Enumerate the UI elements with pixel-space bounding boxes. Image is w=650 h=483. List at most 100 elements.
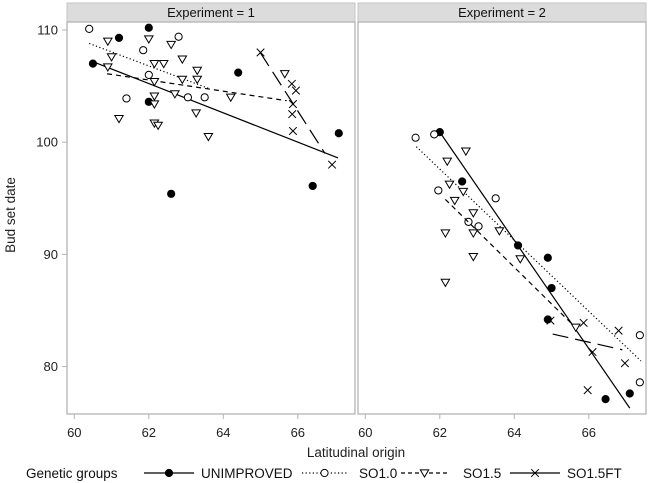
data-point-so1-0 [635, 378, 644, 387]
series-so1-0 [411, 130, 644, 387]
y-tick-label: 80 [44, 359, 58, 374]
x-tick-label: 64 [507, 425, 521, 440]
fit-line-so1-0 [415, 146, 642, 362]
fit-line-so1-5ft [259, 52, 326, 154]
x-tick-label: 62 [433, 425, 447, 440]
legend-marker-so1-0 [320, 468, 329, 478]
data-point-so1-5 [177, 75, 188, 85]
data-point-so1-0 [122, 94, 131, 103]
data-point-unimproved [234, 68, 243, 77]
data-point-so1-5 [153, 121, 164, 131]
legend-label-unimproved: UNIMPROVED [201, 466, 293, 481]
data-point-so1-5 [442, 157, 453, 167]
data-point-so1-5ft [579, 318, 588, 327]
data-point-so1-5 [149, 100, 160, 110]
y-tick-label: 100 [36, 135, 58, 150]
data-point-so1-0 [430, 130, 439, 139]
legend-marker-so1-5ft [530, 468, 540, 478]
data-point-so1-5ft [614, 326, 623, 335]
data-point-so1-5 [102, 63, 113, 73]
data-point-unimproved [625, 389, 634, 398]
data-point-unimproved [601, 395, 610, 404]
data-point-so1-5 [158, 60, 169, 69]
data-point-so1-5 [203, 132, 214, 142]
data-point-so1-5 [279, 70, 290, 79]
data-point-so1-5 [143, 35, 154, 44]
plot-area [357, 21, 647, 415]
data-point-so1-5 [449, 196, 460, 206]
data-point-so1-5 [113, 114, 125, 124]
data-point-unimproved [547, 283, 556, 293]
data-point-so1-0 [491, 194, 500, 203]
data-point-so1-5ft [256, 48, 265, 57]
data-point-so1-0 [174, 32, 183, 41]
x-marker-stroke [287, 79, 296, 89]
legend-title: Genetic groups [26, 466, 118, 481]
fit-line-unimproved [439, 131, 631, 409]
legend-marker-so1-5 [419, 469, 430, 478]
data-point-so1-5 [460, 147, 471, 157]
data-point-unimproved [334, 129, 343, 138]
data-point-so1-5 [177, 55, 188, 65]
data-point-so1-0 [411, 133, 420, 142]
series-so1-5 [102, 35, 290, 142]
data-point-so1-5ft [327, 160, 337, 169]
data-point-so1-5ft [583, 386, 592, 395]
data-point-so1-5ft [546, 316, 555, 325]
x-marker-stroke [327, 160, 337, 169]
data-point-unimproved [114, 33, 124, 42]
x-tick-label: 66 [291, 425, 305, 440]
data-point-so1-5 [102, 37, 113, 47]
data-point-so1-5 [458, 187, 469, 197]
data-point-unimproved [513, 241, 523, 250]
x-marker-stroke [614, 326, 623, 335]
data-point-so1-5 [192, 66, 203, 76]
legend-marker-unimproved [164, 468, 174, 478]
data-point-so1-5 [468, 252, 479, 262]
data-point-so1-5 [149, 77, 160, 87]
data-point-so1-5ft [588, 347, 597, 357]
x-marker-stroke [620, 359, 630, 368]
x-tick-label: 60 [67, 425, 81, 440]
legend-entry-so1-5: SO1.5 [401, 466, 501, 481]
data-point-so1-5 [169, 90, 180, 99]
data-point-unimproved [167, 189, 176, 198]
x-marker-stroke [530, 468, 540, 478]
x-axis-title: Latitudinal origin [307, 445, 405, 460]
legend: Genetic groups UNIMPROVED SO1.0 SO1.5 SO1.5… [26, 466, 622, 481]
data-point-so1-5ft [288, 99, 298, 109]
series-so1-5ft [546, 316, 630, 395]
legend-label-so1-5: SO1.5 [463, 466, 501, 481]
strip-label: Experiment = 2 [458, 5, 546, 20]
y-tick-label: 90 [44, 247, 58, 262]
data-point-so1-5ft [287, 79, 296, 89]
legend-entry-unimproved: UNIMPROVED [144, 466, 293, 481]
data-point-unimproved [88, 59, 98, 68]
legend-entry-so1-5ft: SO1.5FT [510, 466, 622, 481]
series-so1-0 [85, 24, 209, 103]
data-point-so1-5 [192, 75, 203, 85]
data-point-so1-5 [515, 255, 526, 264]
data-point-unimproved [543, 253, 552, 262]
data-point-so1-5ft [291, 86, 301, 95]
x-marker-stroke [288, 109, 297, 119]
data-point-so1-0 [474, 222, 483, 231]
panel-experiment-2: Experiment = 2 60 62 64 66 [357, 2, 647, 440]
panel-experiment-1: Experiment = 1 60 62 64 66 80 90 100 110 [36, 2, 356, 440]
data-point-so1-0 [183, 93, 193, 102]
fit-line-so1-5 [106, 73, 287, 102]
data-point-so1-5 [440, 278, 451, 288]
panels: Experiment = 160 62 64 668090100110Experime… [36, 2, 647, 440]
x-tick-label: 62 [142, 425, 156, 440]
x-marker-stroke [588, 347, 597, 357]
y-tick-label: 110 [37, 23, 58, 38]
x-tick-label: 64 [216, 425, 230, 440]
data-point-so1-5 [468, 229, 479, 239]
data-point-so1-0 [635, 331, 644, 340]
data-point-so1-5ft [288, 109, 297, 119]
strip-label: Experiment = 1 [167, 5, 255, 20]
data-point-so1-5ft [288, 126, 298, 136]
x-marker-stroke [288, 99, 298, 109]
data-point-so1-5 [570, 323, 581, 333]
